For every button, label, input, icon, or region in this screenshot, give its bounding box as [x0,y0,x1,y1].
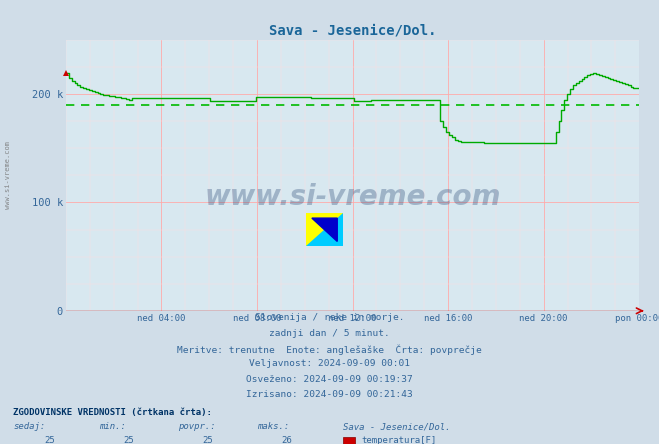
Text: Sava - Jesenice/Dol.: Sava - Jesenice/Dol. [343,422,450,431]
Polygon shape [306,213,343,246]
Text: Slovenija / reke in morje.: Slovenija / reke in morje. [255,313,404,322]
Text: 25: 25 [202,436,213,444]
Bar [343,437,355,444]
Text: ZGODOVINSKE VREDNOSTI (črtkana črta):: ZGODOVINSKE VREDNOSTI (črtkana črta): [13,408,212,417]
Text: 25: 25 [44,436,55,444]
Text: zadnji dan / 5 minut.: zadnji dan / 5 minut. [269,329,390,338]
Text: 25: 25 [123,436,134,444]
Text: Osveženo: 2024-09-09 00:19:37: Osveženo: 2024-09-09 00:19:37 [246,375,413,384]
Text: 26: 26 [281,436,292,444]
Polygon shape [312,218,337,242]
Text: www.si-vreme.com: www.si-vreme.com [5,141,11,210]
Text: povpr.:: povpr.: [178,422,215,431]
Text: Izrisano: 2024-09-09 00:21:43: Izrisano: 2024-09-09 00:21:43 [246,390,413,399]
Polygon shape [306,213,343,246]
Text: Veljavnost: 2024-09-09 00:01: Veljavnost: 2024-09-09 00:01 [249,360,410,369]
Text: maks.:: maks.: [257,422,289,431]
Text: Meritve: trenutne  Enote: anglešaške  Črta: povprečje: Meritve: trenutne Enote: anglešaške Črta… [177,344,482,355]
Text: temperatura[F]: temperatura[F] [361,436,436,444]
Title: Sava - Jesenice/Dol.: Sava - Jesenice/Dol. [269,24,436,37]
Text: min.:: min.: [99,422,126,431]
Text: www.si-vreme.com: www.si-vreme.com [204,183,501,211]
Text: sedaj:: sedaj: [13,422,45,431]
